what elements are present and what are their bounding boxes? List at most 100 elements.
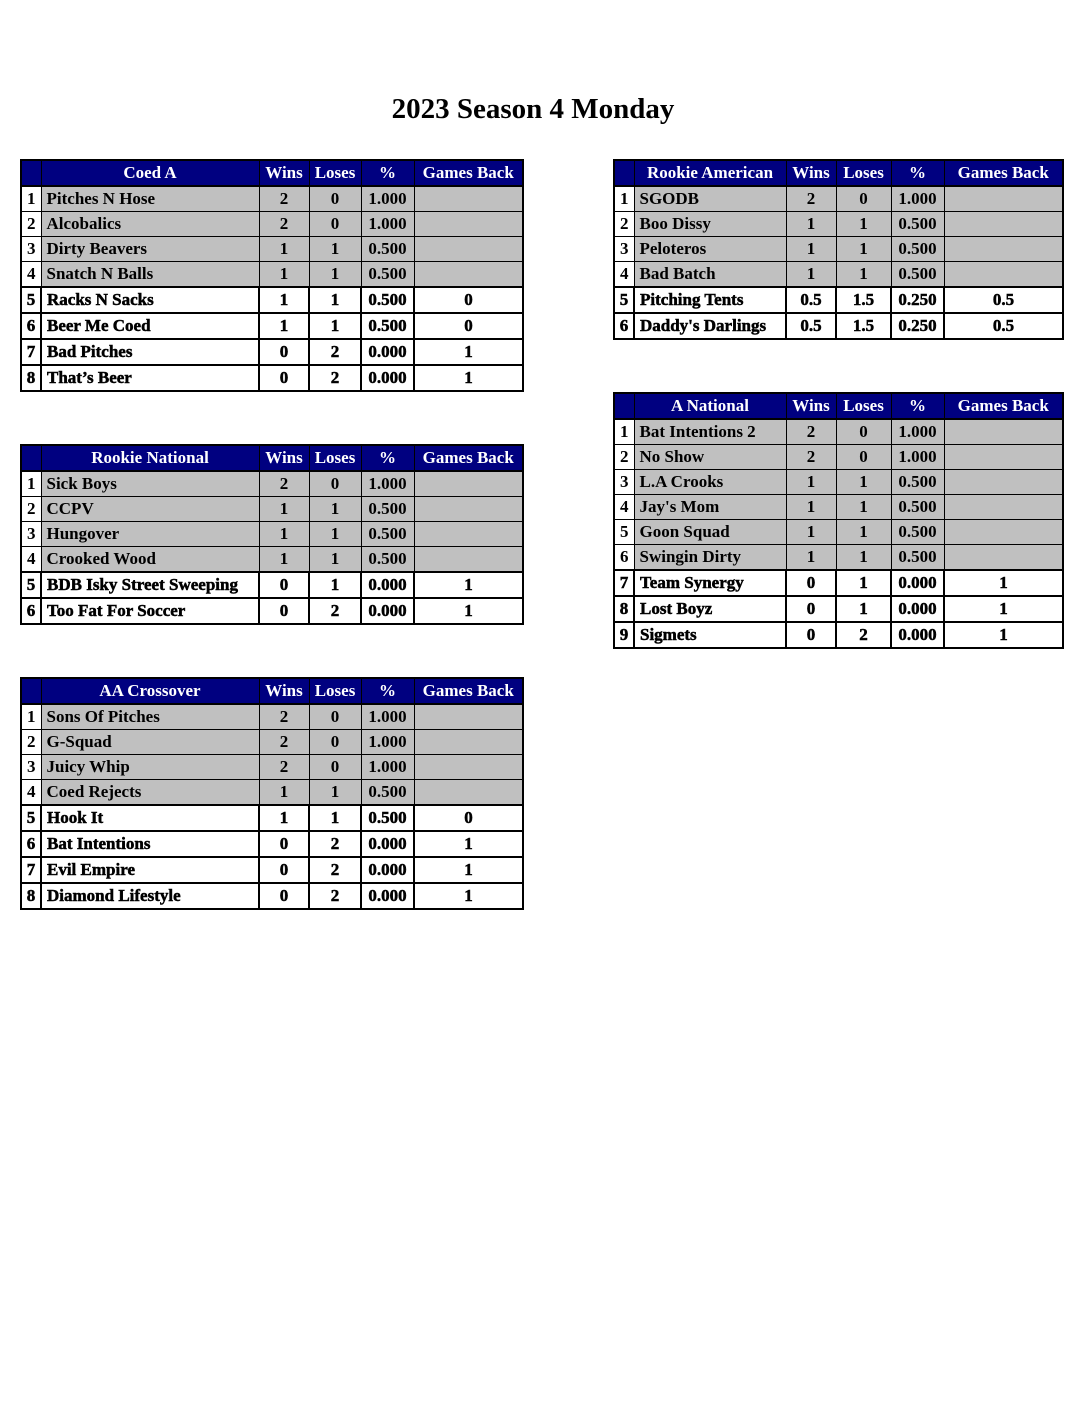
wins-cell: 2 [258, 703, 310, 730]
pct-cell: 1.000 [890, 444, 945, 470]
team-row: 4 Coed Rejects 1 1 0.500 [20, 779, 524, 806]
loses-cell: 0 [308, 729, 362, 755]
pct-cell: 0.500 [890, 544, 945, 571]
pct-cell: 0.500 [890, 211, 945, 237]
loses-cell: 2 [308, 597, 362, 625]
team-name-cell: Bad Batch [633, 261, 787, 288]
pct-cell: 1.000 [360, 754, 415, 780]
wins-cell: 1 [785, 494, 837, 520]
team-name-cell: BDB Isky Street Sweeping [40, 571, 260, 599]
team-name-cell: Juicy Whip [40, 754, 260, 780]
loses-cell: 1 [308, 804, 362, 832]
team-name-cell: Sigmets [633, 621, 787, 649]
team-name-cell: SGODB [633, 185, 787, 212]
pct-cell: 0.500 [360, 804, 415, 832]
wins-cell: 1 [258, 804, 310, 832]
team-name-cell: G-Squad [40, 729, 260, 755]
team-row: 1 Sons Of Pitches 2 0 1.000 [20, 703, 524, 730]
team-row: 2 G-Squad 2 0 1.000 [20, 729, 524, 755]
team-row: 3 Hungover 1 1 0.500 [20, 521, 524, 547]
pct-cell: 0.000 [360, 830, 415, 858]
wins-header: Wins [785, 392, 837, 420]
header-corner-cell [20, 444, 42, 472]
team-row: 2 No Show 2 0 1.000 [613, 444, 1064, 470]
header-corner-cell [613, 159, 635, 187]
rank-cell: 6 [613, 312, 635, 340]
loses-header: Loses [308, 677, 362, 705]
games-back-cell [413, 236, 524, 262]
wins-cell: 0 [785, 621, 837, 649]
pct-cell: 0.000 [360, 364, 415, 392]
team-row: 8 Lost Boyz 0 1 0.000 1 [613, 595, 1064, 623]
games-back-cell [413, 211, 524, 237]
games-back-cell [413, 703, 524, 730]
games-back-cell [943, 469, 1064, 495]
team-row: 4 Bad Batch 1 1 0.500 [613, 261, 1064, 288]
rank-cell: 6 [613, 544, 635, 571]
header-corner-cell [20, 677, 42, 705]
wins-cell: 1 [258, 261, 310, 288]
loses-cell: 0 [308, 703, 362, 730]
league-table-rookie-american: Rookie American Wins Loses% Games Back 1 SGOD… [613, 159, 1064, 340]
wins-cell: 1 [258, 312, 310, 340]
games-back-cell: 1 [413, 571, 524, 599]
team-row: 1 Bat Intentions 2 2 0 1.000 [613, 418, 1064, 445]
team-row: 7 Evil Empire 0 2 0.000 1 [20, 856, 524, 884]
team-name-cell: Pitching Tents [633, 286, 787, 314]
wins-cell: 1 [785, 236, 837, 262]
loses-cell: 1 [835, 569, 892, 597]
team-name-cell: Bad Pitches [40, 338, 260, 366]
pct-cell: 1.000 [360, 185, 415, 212]
rank-cell: 7 [20, 856, 42, 884]
wins-cell: 0 [258, 338, 310, 366]
loses-cell: 1 [835, 469, 892, 495]
rank-cell: 8 [613, 595, 635, 623]
wins-header: Wins [258, 677, 310, 705]
games-back-header: Games Back [413, 444, 524, 472]
wins-cell: 0 [258, 856, 310, 884]
pct-cell: 1.000 [890, 185, 945, 212]
pct-cell: 1.000 [890, 418, 945, 445]
games-back-header: Games Back [413, 677, 524, 705]
team-row: 7 Team Synergy 0 1 0.000 1 [613, 569, 1064, 597]
loses-cell: 2 [308, 338, 362, 366]
standings-table: AA Crossover Wins Loses% Games Back 1 Sons Of… [20, 677, 524, 910]
games-back-cell: 1 [413, 597, 524, 625]
pct-cell: 0.500 [360, 236, 415, 262]
team-row: 8 That’s Beer 0 2 0.000 1 [20, 364, 524, 392]
games-back-cell: 0 [413, 804, 524, 832]
pct-cell: 0.500 [890, 261, 945, 288]
wins-cell: 2 [258, 729, 310, 755]
rank-cell: 8 [20, 882, 42, 910]
rank-cell: 4 [613, 261, 635, 288]
loses-cell: 1 [835, 494, 892, 520]
loses-cell: 0 [308, 211, 362, 237]
team-name-cell: Peloteros [633, 236, 787, 262]
header-row: AA Crossover Wins Loses% Games Back [20, 677, 524, 705]
loses-cell: 1 [308, 261, 362, 288]
games-back-cell: 1 [413, 856, 524, 884]
rank-cell: 3 [20, 236, 42, 262]
league-table-coed-a: Coed A Wins Loses% Games Back 1 Pitches N Hos… [20, 159, 524, 392]
games-back-cell [943, 544, 1064, 571]
team-name-cell: Snatch N Balls [40, 261, 260, 288]
team-row: 6 Daddy's Darlings 0.5 1.5 0.250 0.5 [613, 312, 1064, 340]
wins-cell: 2 [258, 470, 310, 497]
loses-cell: 0 [308, 470, 362, 497]
wins-cell: 0.5 [785, 312, 837, 340]
loses-header: Loses [308, 444, 362, 472]
team-name-cell: Bat Intentions [40, 830, 260, 858]
team-row: 1 SGODB 2 0 1.000 [613, 185, 1064, 212]
games-back-cell: 1 [943, 569, 1064, 597]
rank-cell: 7 [613, 569, 635, 597]
rank-cell: 2 [20, 729, 42, 755]
team-row: 3 Peloteros 1 1 0.500 [613, 236, 1064, 262]
rank-cell: 1 [20, 703, 42, 730]
rank-cell: 4 [20, 779, 42, 806]
rank-cell: 4 [20, 546, 42, 573]
wins-cell: 2 [785, 444, 837, 470]
loses-cell: 1 [308, 236, 362, 262]
pct-cell: 1.000 [360, 470, 415, 497]
pct-header: % [360, 159, 415, 187]
